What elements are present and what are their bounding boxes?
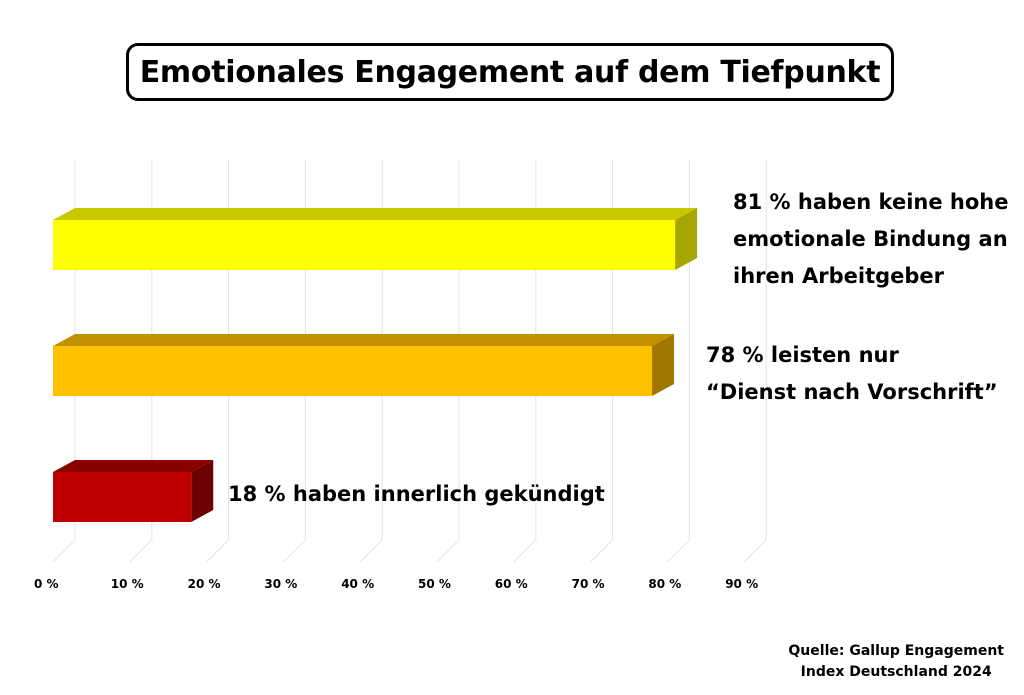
bar-label-0-line-0: 81 % haben keine hohe [733,190,1009,214]
bar-label-1-line-1: “Dienst nach Vorschrift” [706,380,998,404]
x-tick-label-5: 50 % [418,577,451,591]
chart-title: Emotionales Engagement auf dem Tiefpunkt [139,54,881,90]
bar-0-front [53,220,676,270]
x-tick-label-9: 90 % [725,577,758,591]
bar-2 [53,460,214,522]
bar-label-1-line-0: 78 % leisten nur [706,343,899,367]
x-tick-label-7: 70 % [572,577,605,591]
source-note: Quelle: Gallup Engagement Index Deutschl… [788,641,1004,683]
x-tick-label-4: 40 % [341,577,374,591]
gridline-floor-4 [359,539,383,563]
gridline-floor-5 [436,539,460,563]
gridline-floor-6 [513,539,537,563]
bar-1-front [53,346,653,396]
bar-1-top [53,334,675,346]
gridline-floor-9 [743,539,767,563]
source-line-0: Quelle: Gallup Engagement [788,643,1004,659]
gridline-floor-1 [129,539,153,563]
x-tick-label-1: 10 % [111,577,144,591]
bar-label-0-line-2: ihren Arbeitgeber [733,264,945,288]
x-tick-label-8: 80 % [648,577,681,591]
x-tick-label-6: 60 % [495,577,528,591]
bar-label-0-line-1: emotionale Bindung an [733,227,1008,251]
x-tick-label-0: 0 % [34,577,59,591]
bar-1 [53,334,675,396]
chart-title-box: Emotionales Engagement auf dem Tiefpunkt [126,43,894,101]
x-tick-label-2: 20 % [188,577,221,591]
bar-0-side [675,208,698,270]
gridline-floor-8 [667,539,690,563]
bar-0-top [53,208,698,220]
bar-2-side [191,460,214,522]
bar-label-1: 78 % leisten nur “Dienst nach Vorschrift… [706,337,998,411]
bar-label-2: 18 % haben innerlich gekündigt [228,476,605,513]
bar-1-side [652,334,675,396]
source-line-1: Index Deutschland 2024 [800,664,992,680]
bar-label-0: 81 % haben keine hohe emotionale Bindung… [733,184,1008,295]
gridline-floor-0 [52,539,76,563]
bar-2-front [53,472,192,522]
bar-label-2-line-0: 18 % haben innerlich gekündigt [228,482,605,506]
bar-2-top [53,460,214,472]
gridline-floor-7 [590,539,613,563]
gridline-floor-3 [283,539,306,563]
x-tick-label-3: 30 % [264,577,297,591]
gridline-floor-2 [206,539,229,563]
bar-0 [53,208,698,270]
